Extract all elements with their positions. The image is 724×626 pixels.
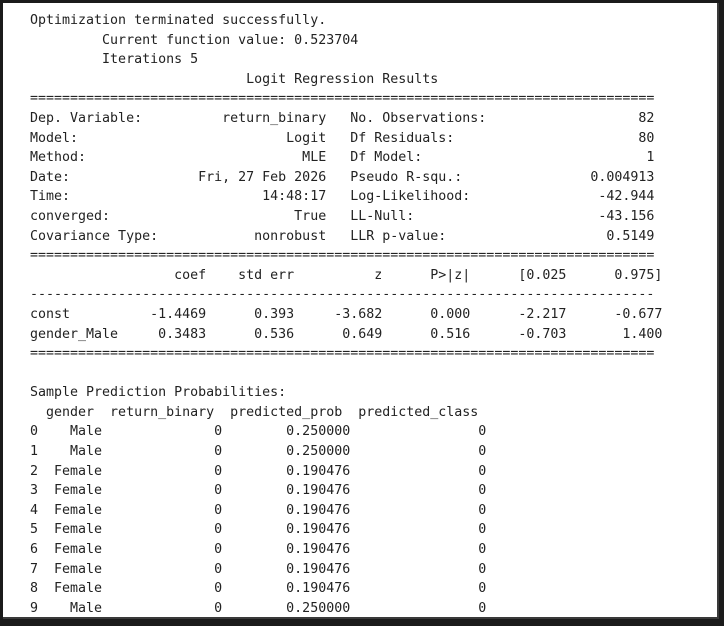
separator-double: ========================================… [30,248,655,264]
sample-row: 5 Female 0 0.190476 0 [30,522,487,538]
coef-row: const -1.4469 0.393 -3.682 0.000 -2.217 … [30,306,663,322]
summary-row: converged: True LL-Null: -43.156 [30,208,655,224]
sample-title: Sample Prediction Probabilities: [30,385,287,401]
iterations-line: Iterations 5 [30,52,199,68]
output-cell: Optimization terminated successfully. Cu… [3,3,719,619]
summary-row: Time: 14:48:17 Log-Likelihood: -42.944 [30,189,655,205]
summary-row: Dep. Variable: return_binary No. Observa… [30,110,655,126]
coef-header: coef std err z P>|z| [0.025 0.975] [30,267,663,283]
sample-row: 2 Female 0 0.190476 0 [30,463,487,479]
results-title: Logit Regression Results [30,71,439,87]
sample-row: 9 Male 0 0.250000 0 [30,600,487,616]
sample-row: 1 Male 0 0.250000 0 [30,444,487,460]
sample-row: 8 Female 0 0.190476 0 [30,581,487,597]
summary-row: Model: Logit Df Residuals: 80 [30,130,655,146]
sample-header: gender return_binary predicted_prob pred… [30,404,479,420]
summary-row: Covariance Type: nonrobust LLR p-value: … [30,228,655,244]
sample-row: 3 Female 0 0.190476 0 [30,483,487,499]
separator-double: ========================================… [30,346,655,362]
sample-row: 6 Female 0 0.190476 0 [30,542,487,558]
summary-row: Date: Fri, 27 Feb 2026 Pseudo R-squ.: 0.… [30,169,655,185]
sample-row: 4 Female 0 0.190476 0 [30,502,487,518]
function-value-line: Current function value: 0.523704 [30,32,359,48]
sample-row: 7 Female 0 0.190476 0 [30,561,487,577]
status-line: Optimization terminated successfully. [30,13,327,28]
coef-row: gender_Male 0.3483 0.536 0.649 0.516 -0.… [30,326,663,342]
console-output: Optimization terminated successfully. Cu… [30,11,662,618]
sample-row: 0 Male 0 0.250000 0 [30,424,487,440]
separator-double: ========================================… [30,91,655,107]
summary-row: Method: MLE Df Model: 1 [30,150,655,166]
separator-single: ----------------------------------------… [30,287,655,303]
blank-line [30,364,662,384]
